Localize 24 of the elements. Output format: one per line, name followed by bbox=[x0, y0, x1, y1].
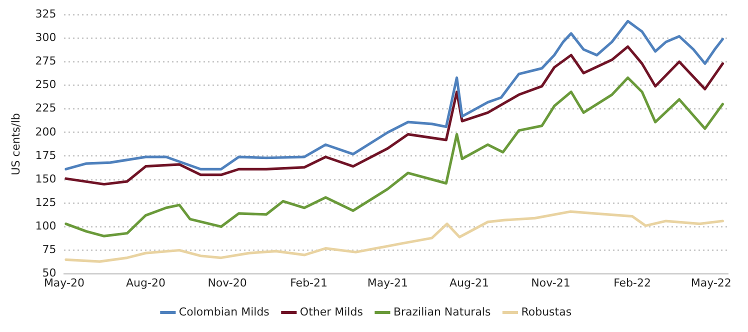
x-tick-label: Nov-21 bbox=[531, 276, 570, 290]
y-tick-label: 225 bbox=[35, 102, 56, 115]
legend-label: Robustas bbox=[521, 305, 572, 318]
x-tick-label: Nov-20 bbox=[208, 276, 247, 290]
y-tick-label: 125 bbox=[35, 196, 56, 209]
x-tick-label: Aug-20 bbox=[126, 276, 166, 290]
y-tick-label: 75 bbox=[42, 243, 56, 256]
legend-label: Colombian Milds bbox=[178, 305, 270, 318]
y-tick-label: 275 bbox=[35, 54, 56, 68]
legend-label: Other Milds bbox=[300, 305, 364, 318]
y-tick-label: 250 bbox=[35, 78, 56, 92]
y-axis-title: US cents/lb bbox=[9, 113, 22, 176]
x-tick-label: May-21 bbox=[367, 276, 408, 290]
y-tick-label: 100 bbox=[35, 220, 56, 233]
y-tick-label: 175 bbox=[35, 148, 56, 162]
y-tick-label: 150 bbox=[35, 172, 56, 186]
y-tick-label: 325 bbox=[35, 7, 56, 20]
x-tick-label: Feb-21 bbox=[290, 276, 328, 290]
y-tick-label: 300 bbox=[35, 31, 56, 44]
x-tick-label: May-22 bbox=[690, 276, 732, 290]
x-tick-label: Feb-22 bbox=[614, 276, 652, 290]
x-tick-label: Aug-21 bbox=[449, 276, 489, 290]
legend-label: Brazilian Naturals bbox=[393, 305, 491, 318]
y-tick-label: 200 bbox=[35, 125, 56, 138]
